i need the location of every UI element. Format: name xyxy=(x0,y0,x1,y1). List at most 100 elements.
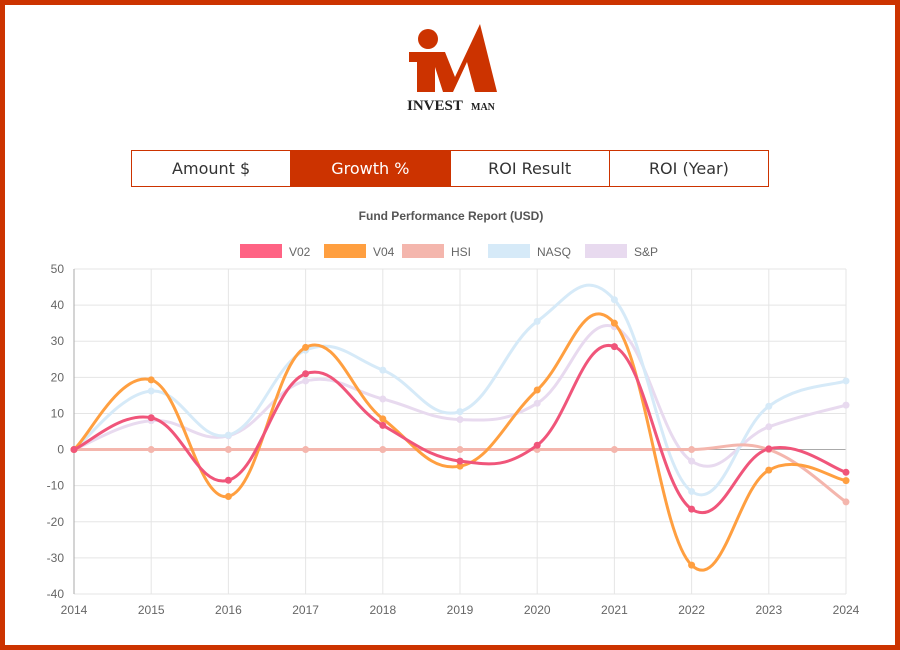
legend-label: HSI xyxy=(451,245,471,259)
y-tick-label: -10 xyxy=(47,479,65,493)
series-line xyxy=(73,324,847,468)
data-point[interactable] xyxy=(533,317,541,325)
data-point[interactable] xyxy=(610,296,618,304)
legend-item[interactable]: V02 xyxy=(240,244,311,259)
data-point[interactable] xyxy=(456,457,464,465)
data-point[interactable] xyxy=(688,561,696,569)
y-tick-label: 0 xyxy=(57,443,64,457)
y-tick-label: 40 xyxy=(51,298,65,312)
x-tick-label: 2017 xyxy=(292,603,319,617)
data-point[interactable] xyxy=(533,386,541,394)
x-tick-label: 2024 xyxy=(833,603,860,617)
legend-swatch xyxy=(240,244,282,258)
svg-text:INVEST: INVEST xyxy=(407,98,463,114)
legend-label: S&P xyxy=(634,245,658,259)
data-point[interactable] xyxy=(456,462,464,470)
series-line xyxy=(73,283,847,497)
view-tabs: Amount $ Growth % ROI Result ROI (Year) xyxy=(131,150,769,187)
data-point[interactable] xyxy=(147,387,155,395)
data-point[interactable] xyxy=(456,446,464,454)
data-point[interactable] xyxy=(688,487,696,495)
data-point[interactable] xyxy=(224,431,232,439)
data-point[interactable] xyxy=(379,366,387,374)
x-tick-label: 2018 xyxy=(369,603,396,617)
data-point[interactable] xyxy=(379,395,387,403)
chart-title: Fund Performance Report (USD) xyxy=(359,209,544,223)
legend-swatch xyxy=(402,244,444,258)
data-point[interactable] xyxy=(842,468,850,476)
legend-swatch xyxy=(585,244,627,258)
x-tick-label: 2015 xyxy=(138,603,165,617)
data-point[interactable] xyxy=(610,446,618,454)
data-point[interactable] xyxy=(610,343,618,351)
data-point[interactable] xyxy=(842,377,850,385)
data-point[interactable] xyxy=(842,498,850,506)
data-point[interactable] xyxy=(379,446,387,454)
legend-swatch xyxy=(324,244,366,258)
data-point[interactable] xyxy=(147,446,155,454)
tab-roi-year[interactable]: ROI (Year) xyxy=(648,159,729,178)
tab-amount[interactable]: Amount $ xyxy=(132,151,292,186)
data-point[interactable] xyxy=(765,445,773,453)
legend-label: V04 xyxy=(373,245,395,259)
legend-swatch xyxy=(488,244,530,258)
data-point[interactable] xyxy=(456,408,464,416)
data-point[interactable] xyxy=(688,505,696,513)
data-point[interactable] xyxy=(533,441,541,449)
data-point[interactable] xyxy=(224,476,232,484)
legend-item[interactable]: NASQ xyxy=(488,244,571,259)
y-tick-label: -20 xyxy=(47,515,65,529)
x-tick-label: 2016 xyxy=(215,603,242,617)
data-point[interactable] xyxy=(147,414,155,422)
legend-item[interactable]: V04 xyxy=(324,244,395,259)
data-point[interactable] xyxy=(302,343,310,351)
x-tick-label: 2021 xyxy=(601,603,628,617)
data-point[interactable] xyxy=(842,401,850,409)
tab-roi-result[interactable]: ROI Result xyxy=(451,151,610,186)
x-tick-label: 2014 xyxy=(61,603,88,617)
legend: V02 V04 HSI NASQ S&P xyxy=(240,244,658,259)
x-tick-label: 2020 xyxy=(524,603,551,617)
y-tick-label: 10 xyxy=(51,406,65,420)
data-point[interactable] xyxy=(302,370,310,378)
data-point[interactable] xyxy=(765,423,773,431)
x-tick-label: 2019 xyxy=(447,603,474,617)
data-point[interactable] xyxy=(224,493,232,500)
data-point[interactable] xyxy=(688,457,696,465)
y-tick-label: -40 xyxy=(47,587,65,601)
data-point[interactable] xyxy=(70,446,78,454)
legend-label: V02 xyxy=(289,245,311,259)
data-point[interactable] xyxy=(224,446,232,454)
x-tick-label: 2022 xyxy=(678,603,705,617)
data-point[interactable] xyxy=(842,477,850,485)
data-point[interactable] xyxy=(765,466,773,474)
tab-growth[interactable]: Growth % xyxy=(291,151,451,186)
data-point[interactable] xyxy=(147,376,155,384)
svg-text:MAN: MAN xyxy=(471,102,496,113)
grid: 50 40 30 20 10 0 -10 -20 -30 -40 2014 2015 2016 2017 2… xyxy=(47,262,860,617)
data-point[interactable] xyxy=(302,377,310,385)
legend-label: NASQ xyxy=(537,245,571,259)
y-tick-label: 20 xyxy=(51,370,65,384)
y-tick-label: 30 xyxy=(51,334,65,348)
data-point[interactable] xyxy=(379,415,387,423)
data-point[interactable] xyxy=(688,446,696,454)
legend-item[interactable]: HSI xyxy=(402,244,471,259)
y-tick-label: 50 xyxy=(51,262,65,276)
series-v02 xyxy=(70,343,850,514)
data-point[interactable] xyxy=(765,402,773,410)
x-tick-label: 2023 xyxy=(755,603,782,617)
data-point[interactable] xyxy=(533,399,541,407)
series-line xyxy=(73,343,847,514)
data-point[interactable] xyxy=(379,421,387,429)
data-point[interactable] xyxy=(456,416,464,424)
legend-item[interactable]: S&P xyxy=(585,244,658,259)
data-point[interactable] xyxy=(610,319,618,327)
investman-logo: INVEST MAN xyxy=(407,24,497,114)
y-tick-label: -30 xyxy=(47,551,65,565)
growth-chart: Fund Performance Report (USD) V02 V04 HSI N… xyxy=(47,209,860,617)
data-point[interactable] xyxy=(302,446,310,454)
series-lines xyxy=(70,283,850,572)
series-v04 xyxy=(70,312,850,572)
